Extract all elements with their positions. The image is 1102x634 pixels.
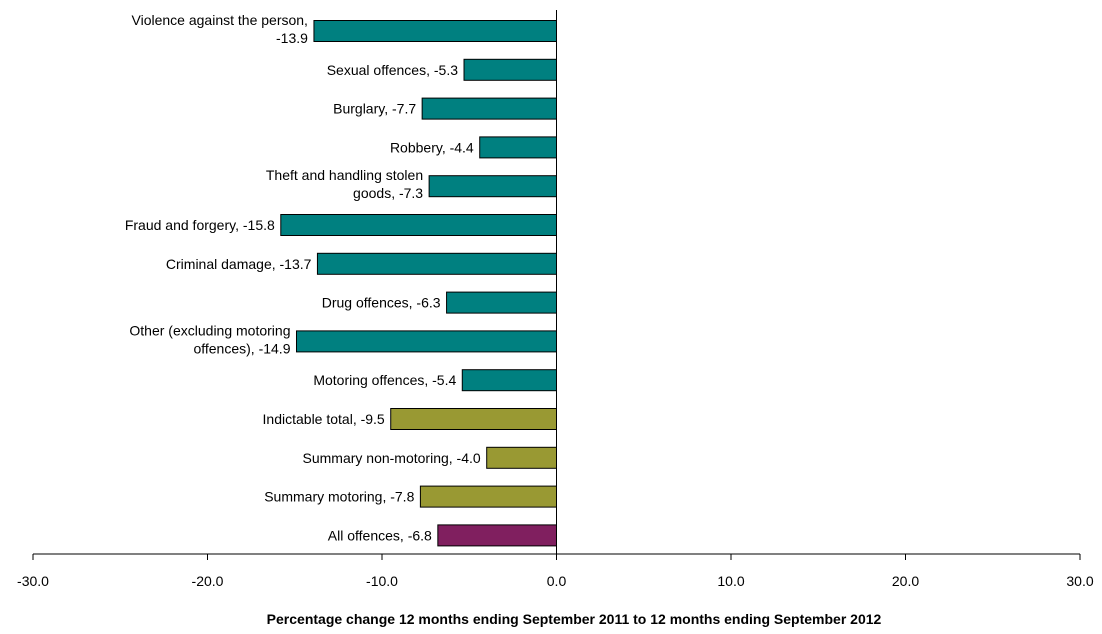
bar — [421, 97, 558, 120]
bar — [461, 369, 557, 392]
bar-label: Indictable total, -9.5 — [263, 411, 385, 427]
bar-label: Sexual offences, -5.3 — [327, 62, 458, 78]
bar — [280, 214, 557, 236]
bar-label: goods, -7.3 — [353, 185, 423, 201]
bar-label: Fraud and forgery, -15.8 — [125, 217, 275, 233]
bar — [390, 408, 557, 430]
bar — [446, 291, 557, 314]
bar — [428, 175, 557, 198]
bar-label: -13.9 — [276, 30, 308, 46]
bar-label: Theft and handling stolen — [266, 167, 423, 183]
bar — [437, 524, 557, 547]
x-tick-label: 10.0 — [717, 573, 744, 589]
bars-layer — [280, 20, 558, 547]
bar-label: Other (excluding motoring — [129, 322, 290, 338]
x-tick-label: 20.0 — [892, 573, 919, 589]
bar-label: All offences, -6.8 — [328, 527, 432, 543]
x-axis-title: Percentage change 12 months ending Septe… — [267, 611, 882, 627]
x-tick-label: 0.0 — [547, 573, 567, 589]
bar — [486, 446, 558, 469]
bar-label: Drug offences, -6.3 — [322, 295, 441, 311]
bar-label: Violence against the person, — [132, 12, 308, 28]
bar-label: Summary non-motoring, -4.0 — [303, 450, 481, 466]
bar — [479, 136, 557, 159]
bar — [463, 58, 558, 81]
bar — [295, 330, 557, 353]
x-tick-label: -10.0 — [366, 573, 398, 589]
axes-layer — [33, 10, 1080, 555]
x-tick-label: -30.0 — [17, 573, 49, 589]
bar — [316, 252, 557, 275]
bar-label: Motoring offences, -5.4 — [313, 372, 456, 388]
x-ticks-layer: -30.0 -20.0 -10.0 0.0 10.0 20.0 30.0 — [17, 554, 1094, 589]
bar-label: Burglary, -7.7 — [333, 101, 416, 117]
bar — [419, 485, 558, 508]
bar-label: offences), -14.9 — [193, 340, 290, 356]
bar-label: Summary motoring, -7.8 — [264, 489, 414, 505]
x-tick-label: -20.0 — [192, 573, 224, 589]
bar-labels-layer: Violence against the person, -13.9 Sexual … — [125, 12, 481, 543]
bar-label: Robbery, -4.4 — [390, 139, 474, 155]
bar — [313, 20, 557, 42]
bar-label: Criminal damage, -13.7 — [166, 256, 312, 272]
x-tick-label: 30.0 — [1066, 573, 1093, 589]
